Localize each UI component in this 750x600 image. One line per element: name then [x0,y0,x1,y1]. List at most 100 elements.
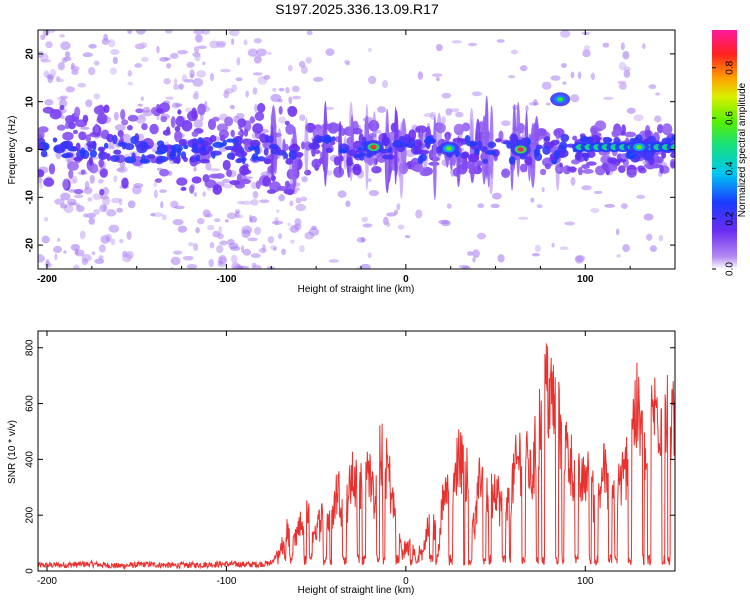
spectrogram-band-cell [506,142,513,149]
spectrogram-cell [257,102,266,113]
spectrogram-xtick-label: 100 [577,274,594,285]
spectrogram-faint-cell [113,111,119,121]
spectrogram-faint-cell [59,33,65,38]
spectrogram-cell [78,131,87,141]
spectrogram-faint-cell [156,45,160,54]
spectrogram-band-cell [40,150,48,158]
spectrogram-cell [97,113,108,125]
spectrogram-faint-cell [298,60,306,68]
spectrogram-band-cell [251,153,259,162]
spectrogram-faint-cell [471,91,483,97]
spectrogram-band-cell [201,150,210,155]
spectrogram-faint-cell [209,241,215,249]
spectrogram-faint-cell [88,66,96,76]
spectrogram-faint-cell [103,204,107,212]
spectrogram-cell [80,169,86,175]
spectrogram-faint-cell [102,196,111,206]
spectrogram-cell [627,168,636,175]
spectrogram-faint-cell [417,71,424,80]
spectrogram-cell [170,116,176,128]
spectrogram-faint-cell [620,42,625,51]
spectrogram-band-cell [134,133,140,143]
spectrogram-faint-cell [295,203,307,212]
spectrogram-cell [126,124,133,131]
spectrogram-faint-cell [45,41,53,49]
spectrogram-cell [67,161,79,171]
spectrogram-cell [568,166,577,173]
spectrogram-cell [601,162,609,170]
spectrogram-band-cell [543,136,551,142]
spectrogram-faint-cell [604,203,616,208]
spectrogram-cell [539,168,547,176]
spectrogram-faint-cell [77,82,86,88]
spectrogram-faint-cell [276,209,280,214]
spectrogram-streak [516,101,521,178]
spectrogram-band-cell [156,140,165,147]
spectrogram-faint-cell [95,61,100,66]
spectrogram-faint-cell [227,238,235,245]
spectrogram-band-cell [550,139,560,146]
spectrogram-band-cell [560,133,570,143]
spectrogram-cell [85,134,92,143]
spectrogram-faint-cell [224,219,229,223]
spectrogram-faint-cell [109,67,117,75]
spectrogram-cell [276,186,288,191]
spectrogram-band-cell [103,142,109,149]
spectrogram-cell [59,104,65,111]
spectrogram-cell [207,118,217,130]
spectrogram-faint-cell [559,246,569,251]
spectrogram-faint-cell [42,30,50,37]
spectrogram-cell [43,177,55,187]
spectrogram-streak [385,108,390,186]
spectrogram-cell [582,168,594,174]
spectrogram-cell [177,109,182,115]
spectrogram-band-cell [52,137,58,143]
spectrogram-faint-cell [618,61,627,71]
spectrogram-faint-cell [97,178,104,184]
spectrogram-cell [74,106,81,118]
spectrogram-faint-cell [177,50,188,55]
spectrogram-band-cell [168,150,177,160]
spectrogram-streak [484,95,489,179]
spectrogram-faint-cell [79,230,86,240]
spectrogram-faint-cell [404,235,411,239]
spectrogram-feature-core [445,146,452,151]
spectrogram-band-cell [331,136,336,142]
spectrogram-faint-cell [626,107,636,114]
spectrogram-faint-cell [53,245,63,254]
spectrogram-faint-cell [648,84,657,90]
spectrogram-cell [262,176,272,187]
spectrogram-faint-cell [235,77,243,82]
spectrogram-cell [351,127,363,135]
spectrogram-faint-cell [308,227,320,236]
spectrogram-faint-cell [520,65,528,72]
spectrogram-cell [553,128,565,138]
spectrogram-cell [98,159,104,168]
spectrogram-faint-cell [202,191,207,197]
spectrogram-cell [611,129,622,137]
spectrogram-faint-cell [446,203,452,209]
spectrogram-faint-cell [285,86,290,94]
spectrogram-band-cell [316,136,328,142]
spectrogram-band-cell [607,157,618,164]
snr-xtick-label: -200 [37,576,57,587]
spectrogram-ylabel: Frequency (Hz) [7,116,18,185]
spectrogram-faint-cell [577,71,582,80]
spectrogram-cell [605,163,618,172]
spectrogram-faint-cell [54,198,65,205]
spectrogram-cell [191,176,202,184]
spectrogram-band-cell [235,158,243,164]
spectrogram-faint-cell [137,133,145,141]
spectrogram-faint-cell [74,248,79,256]
spectrogram-band-cell [592,136,602,141]
spectrogram-band-cell [232,143,243,151]
spectrogram-band-cell [484,150,497,155]
spectrogram-faint-cell [116,207,123,213]
spectrogram-faint-cell [82,213,88,218]
spectrogram-band-cell [535,144,544,150]
spectrogram-band-cell [553,149,560,160]
spectrogram-faint-cell [564,221,575,226]
spectrogram-faint-cell [205,161,212,171]
spectrogram-band-cell [479,146,488,152]
